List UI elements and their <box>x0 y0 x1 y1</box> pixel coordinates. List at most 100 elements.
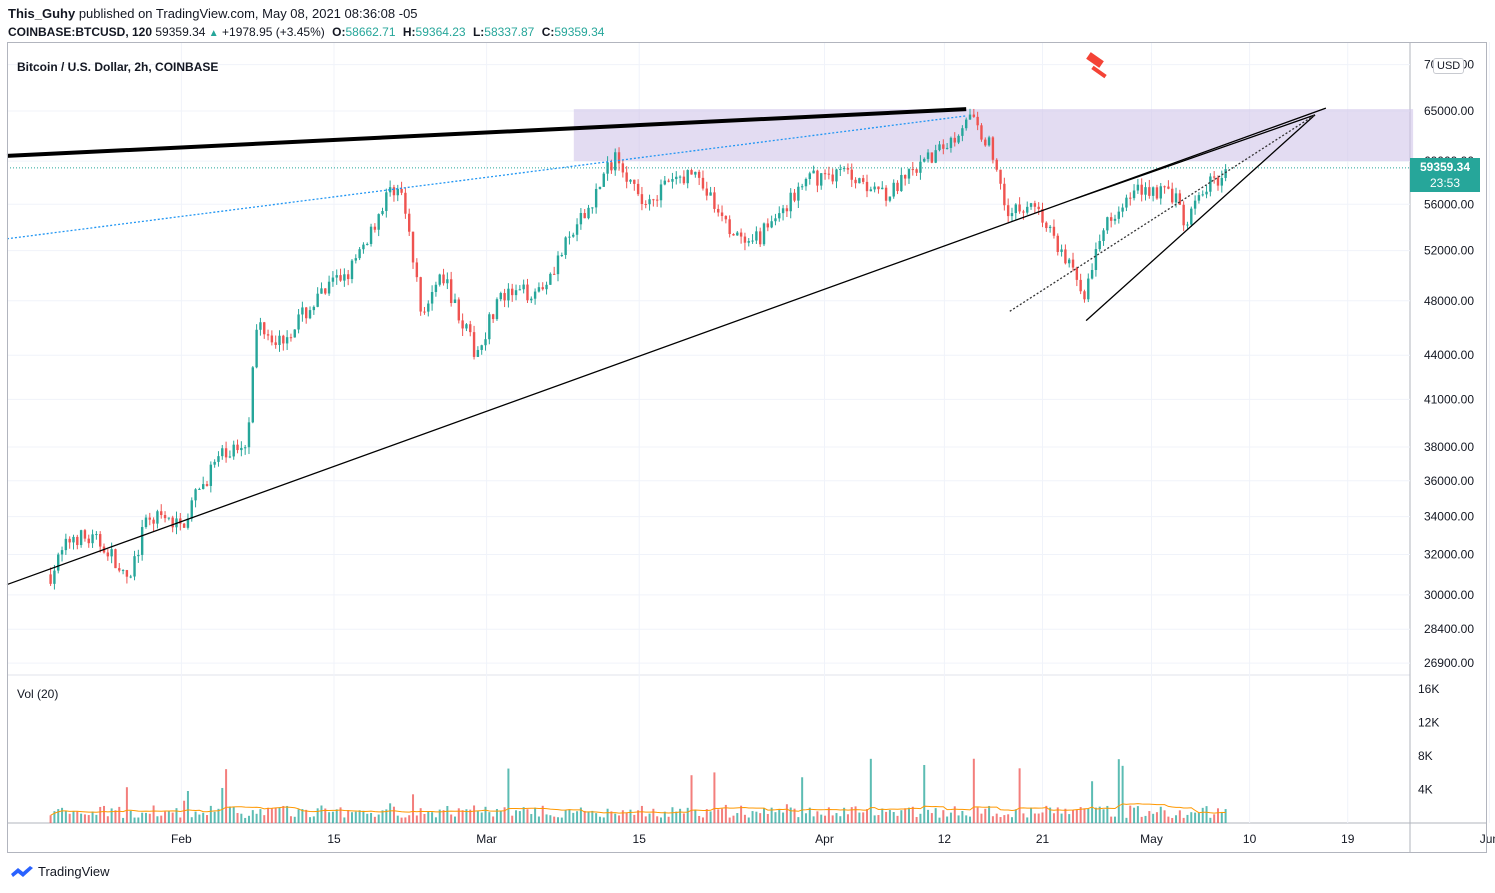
volume-bar <box>354 811 357 823</box>
candle-body <box>1113 218 1117 221</box>
currency-button[interactable]: USD <box>1433 58 1465 74</box>
candle-body <box>449 279 453 304</box>
volume-bar <box>728 817 731 823</box>
candle-body <box>839 169 842 171</box>
candle-body <box>423 311 426 313</box>
volume-bar <box>827 807 830 823</box>
volume-bar <box>793 808 796 823</box>
volume-bar <box>305 809 308 823</box>
candle-body <box>507 288 510 301</box>
candle-body <box>152 519 155 524</box>
candle-body <box>499 293 502 300</box>
volume-bar <box>251 810 254 823</box>
candle-body <box>1205 191 1208 195</box>
volume-bar <box>633 814 636 823</box>
volume-bar <box>152 805 155 823</box>
volume-bar <box>755 811 758 823</box>
candle-body <box>472 332 476 357</box>
candle-body <box>953 137 956 143</box>
volume-bar <box>946 816 949 823</box>
candle-body <box>442 274 445 284</box>
candle-body <box>408 213 411 232</box>
candle-body <box>243 447 247 449</box>
volume-bar <box>267 807 270 823</box>
candle-body <box>873 186 876 190</box>
high-label: H: <box>402 25 416 39</box>
candle-body <box>1182 204 1185 226</box>
candle-body <box>617 152 621 164</box>
candle-body <box>1220 177 1224 186</box>
candle-body <box>1006 205 1010 217</box>
candle-body <box>1140 184 1143 195</box>
volume-bar <box>682 813 685 823</box>
time-tick-label: 10 <box>1243 832 1257 846</box>
volume-bar <box>850 807 853 823</box>
candle-body <box>511 288 514 296</box>
candle-body <box>778 213 781 219</box>
last-price: 59359.34 <box>155 25 206 39</box>
author-name[interactable]: This_Guhy <box>8 6 76 21</box>
volume-bar <box>999 817 1002 823</box>
volume-bar <box>68 813 71 823</box>
open-label: O: <box>332 25 346 39</box>
candle-body <box>194 489 197 501</box>
volume-tick-label: 16K <box>1418 682 1439 696</box>
volume-title: Vol (20) <box>17 687 59 701</box>
volume-bar <box>49 815 52 823</box>
candle-body <box>163 515 167 519</box>
candle-body <box>1174 193 1178 203</box>
volume-bar <box>846 814 849 823</box>
candle-body <box>1087 278 1090 300</box>
volume-bar <box>450 814 453 823</box>
volume-bar <box>221 787 224 823</box>
candle-body <box>518 289 522 291</box>
volume-bar <box>686 807 689 823</box>
candle-body <box>652 199 655 201</box>
volume-bar <box>869 758 872 823</box>
candle-body <box>57 554 60 571</box>
time-tick-label: Apr <box>815 832 834 846</box>
volume-bar <box>110 808 113 823</box>
volume-bar <box>701 817 704 823</box>
candle-body <box>64 538 68 551</box>
candle-body <box>869 189 873 192</box>
candle-body <box>732 234 735 236</box>
candle-body <box>1075 267 1079 280</box>
chart-frame[interactable] <box>7 42 1487 853</box>
candle-body <box>835 169 838 182</box>
candle-body <box>720 212 724 216</box>
volume-bar <box>362 810 365 823</box>
footer-brand[interactable]: TradingView <box>10 864 110 879</box>
volume-bar <box>76 811 79 823</box>
candle-body <box>320 288 323 294</box>
volume-bar <box>1175 815 1178 823</box>
volume-bar <box>381 810 384 823</box>
candle-body <box>1014 204 1017 214</box>
candle-body <box>480 345 483 350</box>
volume-bar <box>797 817 800 823</box>
volume-bar <box>976 807 979 823</box>
volume-bar <box>1182 817 1185 823</box>
volume-bar <box>1121 765 1124 823</box>
open-value: 58662.71 <box>345 25 396 39</box>
candle-body <box>926 152 930 159</box>
candle-body <box>984 139 987 146</box>
hammer-icon[interactable] <box>1086 52 1107 79</box>
candle-body <box>324 288 327 294</box>
candle-body <box>850 169 853 180</box>
volume-bar <box>652 808 655 823</box>
trendline <box>1085 114 1316 322</box>
volume-bar <box>831 815 834 823</box>
volume-bar <box>492 816 495 823</box>
volume-bar <box>770 807 773 823</box>
candle-body <box>1048 226 1052 229</box>
candle-body <box>221 448 224 457</box>
volume-bar <box>377 814 380 823</box>
volume-bar <box>606 808 609 823</box>
volume-bar <box>854 806 857 823</box>
volume-tick-label: 8K <box>1418 749 1433 763</box>
pane-title: Bitcoin / U.S. Dollar, 2h, COINBASE <box>17 60 219 74</box>
volume-bar <box>785 804 788 823</box>
volume-bar <box>598 816 601 823</box>
volume-bar <box>515 810 518 823</box>
